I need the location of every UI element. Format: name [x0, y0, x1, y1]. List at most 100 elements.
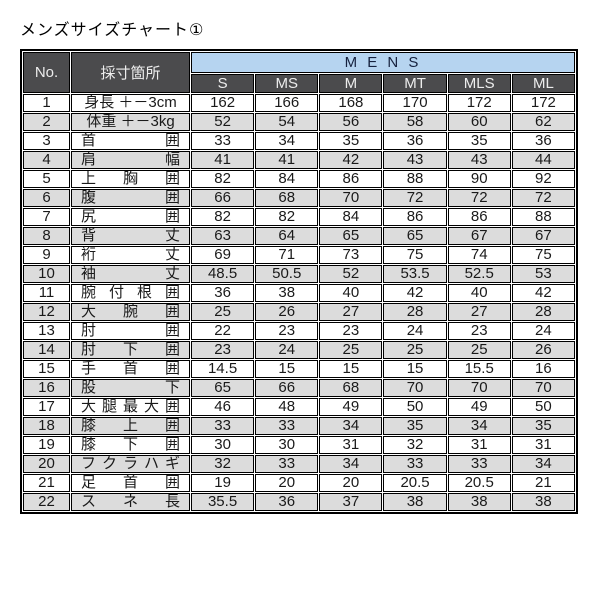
- size-value: 52: [319, 265, 383, 283]
- size-value: 66: [255, 379, 319, 397]
- table-row: 22 ス ネ 長 35.5 36 37 38 38 38: [23, 493, 575, 511]
- size-value: 41: [255, 151, 319, 169]
- size-value: 15: [383, 360, 447, 378]
- size-value: 23: [191, 341, 255, 359]
- size-value: 72: [383, 189, 447, 207]
- size-value: 38: [447, 493, 511, 511]
- size-value: 35: [319, 132, 383, 150]
- row-number: 11: [23, 284, 70, 302]
- size-value: 25: [191, 303, 255, 321]
- size-value: 71: [255, 246, 319, 264]
- measurement-label: ス ネ 長: [71, 493, 190, 511]
- size-value: 72: [511, 189, 575, 207]
- size-value: 65: [319, 227, 383, 245]
- size-value: 53.5: [383, 265, 447, 283]
- size-value: 74: [447, 246, 511, 264]
- size-value: 66: [191, 189, 255, 207]
- size-value: 34: [255, 132, 319, 150]
- size-value: 172: [447, 94, 511, 112]
- table-row: 20 フクラハギ 32 33 34 33 33 34: [23, 455, 575, 473]
- size-value: 70: [511, 379, 575, 397]
- size-value: 50.5: [255, 265, 319, 283]
- row-number: 14: [23, 341, 70, 359]
- row-number: 7: [23, 208, 70, 226]
- measurement-label: 首 囲: [71, 132, 190, 150]
- size-value: 82: [255, 208, 319, 226]
- table-row: 21 足 首 囲 19 20 20 20.5 20.5 21: [23, 474, 575, 492]
- size-value: 25: [383, 341, 447, 359]
- row-number: 8: [23, 227, 70, 245]
- measurement-label: 肘 囲: [71, 322, 190, 340]
- size-value: 28: [383, 303, 447, 321]
- size-value: 35: [511, 417, 575, 435]
- size-value: 82: [191, 170, 255, 188]
- table-row: 15 手 首 囲 14.5 15 15 15 15.5 16: [23, 360, 575, 378]
- row-number: 21: [23, 474, 70, 492]
- size-value: 40: [447, 284, 511, 302]
- size-column-header-m: M: [319, 74, 383, 93]
- table-row: 18 膝 上 囲 33 33 34 35 34 35: [23, 417, 575, 435]
- measurement-label: 足 首 囲: [71, 474, 190, 492]
- size-value: 23: [255, 322, 319, 340]
- measurement-label: 体重 ＋－3kg: [71, 113, 190, 131]
- size-value: 62: [511, 113, 575, 131]
- size-value: 33: [447, 455, 511, 473]
- size-value: 31: [319, 436, 383, 454]
- size-value: 49: [319, 398, 383, 416]
- table-row: 17 大 腿 最 大 囲 46 48 49 50 49 50: [23, 398, 575, 416]
- size-value: 49: [447, 398, 511, 416]
- table-row: 11 腕 付 根 囲 36 38 40 42 40 42: [23, 284, 575, 302]
- size-value: 48.5: [191, 265, 255, 283]
- size-value: 53: [511, 265, 575, 283]
- size-value: 27: [319, 303, 383, 321]
- size-value: 166: [255, 94, 319, 112]
- measurement-label: 大 腕 囲: [71, 303, 190, 321]
- row-number: 19: [23, 436, 70, 454]
- page-title: メンズサイズチャート①: [20, 22, 205, 39]
- size-value: 34: [511, 455, 575, 473]
- size-value: 23: [319, 322, 383, 340]
- size-value: 25: [447, 341, 511, 359]
- size-value: 27: [447, 303, 511, 321]
- table-row: 16 股 下 65 66 68 70 70 70: [23, 379, 575, 397]
- size-value: 68: [319, 379, 383, 397]
- measurement-label: 肩 幅: [71, 151, 190, 169]
- size-value: 84: [319, 208, 383, 226]
- size-value: 52: [191, 113, 255, 131]
- measurement-label: フクラハギ: [71, 455, 190, 473]
- size-value: 31: [511, 436, 575, 454]
- size-value: 67: [511, 227, 575, 245]
- measurement-label: 腕 付 根 囲: [71, 284, 190, 302]
- size-value: 63: [191, 227, 255, 245]
- measurement-label: 尻 囲: [71, 208, 190, 226]
- row-number: 15: [23, 360, 70, 378]
- size-value: 170: [383, 94, 447, 112]
- size-value: 24: [511, 322, 575, 340]
- size-value: 28: [511, 303, 575, 321]
- size-value: 21: [511, 474, 575, 492]
- measurement-label: 膝 下 囲: [71, 436, 190, 454]
- size-value: 30: [191, 436, 255, 454]
- size-value: 30: [255, 436, 319, 454]
- row-number: 3: [23, 132, 70, 150]
- size-value: 42: [319, 151, 383, 169]
- row-number: 16: [23, 379, 70, 397]
- row-number: 1: [23, 94, 70, 112]
- size-value: 32: [383, 436, 447, 454]
- size-value: 86: [447, 208, 511, 226]
- size-column-header-s: S: [191, 74, 255, 93]
- measurement-label: 大 腿 最 大 囲: [71, 398, 190, 416]
- size-value: 75: [383, 246, 447, 264]
- row-number: 9: [23, 246, 70, 264]
- row-number: 22: [23, 493, 70, 511]
- size-value: 172: [511, 94, 575, 112]
- size-value: 162: [191, 94, 255, 112]
- size-value: 40: [319, 284, 383, 302]
- table-row: 2 体重 ＋－3kg 52 54 56 58 60 62: [23, 113, 575, 131]
- size-value: 33: [255, 417, 319, 435]
